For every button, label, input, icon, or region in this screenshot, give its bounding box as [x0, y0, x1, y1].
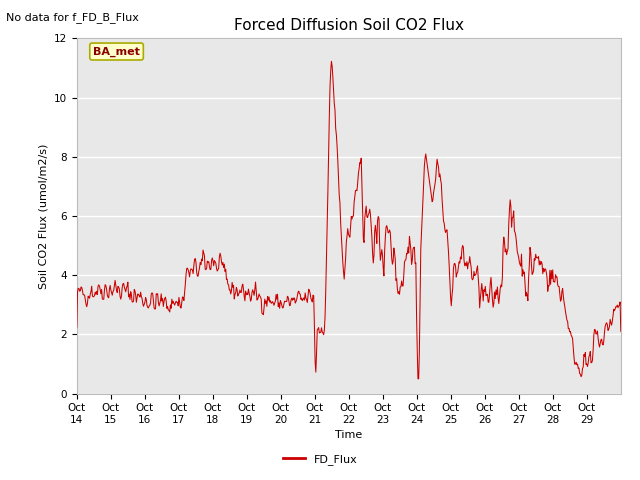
Title: Forced Diffusion Soil CO2 Flux: Forced Diffusion Soil CO2 Flux — [234, 18, 464, 33]
Y-axis label: Soil CO2 Flux (umol/m2/s): Soil CO2 Flux (umol/m2/s) — [38, 144, 48, 288]
X-axis label: Time: Time — [335, 431, 362, 441]
Text: BA_met: BA_met — [93, 47, 140, 57]
Text: No data for f_FD_B_Flux: No data for f_FD_B_Flux — [6, 12, 140, 23]
Legend: FD_Flux: FD_Flux — [278, 450, 362, 469]
